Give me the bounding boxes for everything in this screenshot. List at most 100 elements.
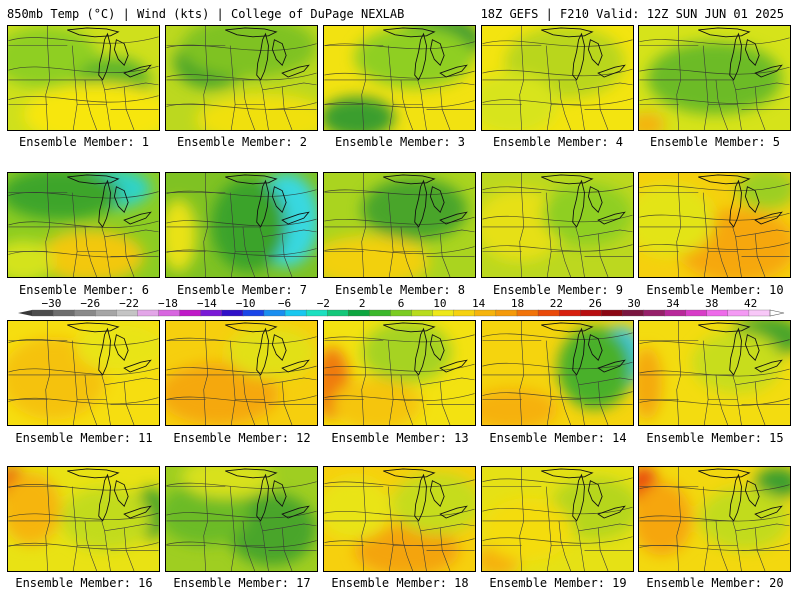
- colorbar-swatch: [158, 309, 181, 317]
- ensemble-member-label: Ensemble Member: 2: [176, 135, 308, 149]
- ensemble-member-label: Ensemble Member: 7: [176, 283, 308, 297]
- ensemble-member-16-map: [7, 466, 160, 572]
- ensemble-member-20-map: [638, 466, 791, 572]
- state-borders: [482, 321, 633, 425]
- state-borders: [324, 173, 475, 277]
- ensemble-member-label: Ensemble Member: 16: [15, 576, 153, 590]
- temperature-shading: [639, 321, 790, 420]
- great-lakes: [67, 322, 152, 376]
- colorbar-swatch: [179, 309, 202, 317]
- great-lakes: [225, 27, 310, 81]
- great-lakes: [698, 468, 783, 522]
- colorbar-swatch: [52, 309, 75, 317]
- ensemble-member-label: Ensemble Member: 14: [489, 431, 627, 445]
- temperature-shading: [166, 326, 317, 425]
- colorbar-swatch: [537, 309, 560, 317]
- colorbar-tick-label: −30: [41, 297, 61, 310]
- colorbar-tick-label: 6: [398, 297, 405, 310]
- colorbar-swatch: [137, 309, 160, 317]
- colorbar-swatch: [601, 309, 624, 317]
- ensemble-member-11-map: [7, 320, 160, 426]
- colorbar-tick-label: −10: [236, 297, 256, 310]
- ensemble-member-10-map: [638, 172, 791, 278]
- colorbar-swatch: [221, 309, 244, 317]
- ensemble-member-label: Ensemble Member: 13: [331, 431, 469, 445]
- height-contours: [482, 39, 633, 106]
- colorbar-tick-label: 22: [550, 297, 563, 310]
- colorbar-tick-label: 14: [472, 297, 486, 310]
- model-valid-time: 18Z GEFS | F210 Valid: 12Z SUN JUN 01 20…: [480, 7, 784, 21]
- great-lakes: [541, 322, 626, 376]
- state-borders: [8, 467, 159, 571]
- state-borders: [482, 26, 633, 130]
- great-lakes: [67, 27, 152, 81]
- colorbar-swatch: [580, 309, 602, 317]
- ensemble-member-label: Ensemble Member: 17: [173, 576, 311, 590]
- state-borders: [166, 26, 317, 130]
- colorbar-tick-label: 18: [511, 297, 524, 310]
- great-lakes: [383, 468, 468, 522]
- ensemble-member-1-map: [7, 25, 160, 131]
- temperature-shading: [639, 467, 790, 556]
- colorbar-swatch: [327, 309, 349, 317]
- colorbar-swatch: [31, 309, 54, 317]
- colorbar-tick-label: 38: [705, 297, 718, 310]
- colorbar-tick-label: −2: [317, 297, 330, 310]
- height-contours: [639, 37, 790, 104]
- ensemble-member-19-map: [481, 466, 634, 572]
- great-lakes: [225, 174, 310, 228]
- ensemble-member-8-map: [323, 172, 476, 278]
- colorbar-swatch: [242, 309, 265, 317]
- height-contours: [324, 334, 475, 402]
- colorbar-tick-label: −18: [158, 297, 178, 310]
- ensemble-member-label: Ensemble Member: 4: [492, 135, 624, 149]
- colorbar-swatch: [643, 309, 666, 317]
- colorbar-swatch: [558, 309, 581, 317]
- temperature-shading: [324, 472, 475, 571]
- great-lakes: [67, 174, 152, 228]
- ensemble-member-12-map: [165, 320, 318, 426]
- state-borders: [482, 173, 633, 277]
- ensemble-member-9-map: [481, 172, 634, 278]
- ensemble-member-6-map: [7, 172, 160, 278]
- ensemble-member-label: Ensemble Member: 12: [173, 431, 311, 445]
- ensemble-member-label: Ensemble Member: 5: [649, 135, 781, 149]
- colorbar-tick-label: −22: [119, 297, 139, 310]
- colorbar-tick-label: −26: [80, 297, 100, 310]
- ensemble-member-label: Ensemble Member: 18: [331, 576, 469, 590]
- colorbar-swatch: [411, 309, 434, 317]
- colorbar-swatch: [390, 309, 413, 317]
- height-contours: [482, 477, 633, 544]
- ensemble-member-15-map: [638, 320, 791, 426]
- colorbar-swatch: [369, 309, 392, 317]
- great-lakes: [698, 27, 783, 81]
- great-lakes: [225, 468, 310, 522]
- temperature-shading: [8, 321, 159, 420]
- ensemble-member-label: Ensemble Member: 3: [334, 135, 466, 149]
- ensemble-member-label: Ensemble Member: 9: [492, 283, 624, 297]
- temperature-colorbar: −30 −26 −22 −18 −14 −10 −6 −2 2 6 10 14 18 22 26 30 34 38…: [18, 297, 785, 317]
- colorbar-swatch: [432, 309, 455, 317]
- map-title: 850mb Temp (°C) | Wind (kts) | College o…: [7, 7, 405, 21]
- state-borders: [8, 321, 159, 425]
- colorbar-min-arrow: [18, 310, 32, 316]
- colorbar-max-arrow: [769, 309, 785, 317]
- ensemble-member-label: Ensemble Member: 11: [15, 431, 153, 445]
- great-lakes: [698, 174, 783, 228]
- colorbar-swatch: [305, 309, 328, 317]
- great-lakes: [541, 468, 626, 522]
- colorbar-tick-label: −14: [197, 297, 217, 310]
- temperature-shading: [324, 321, 453, 425]
- colorbar-swatch: [74, 309, 96, 317]
- state-borders: [639, 26, 790, 130]
- temperature-shading: [639, 41, 783, 130]
- colorbar-swatch: [116, 309, 139, 317]
- colorbar-tick-label: −6: [278, 297, 291, 310]
- state-borders: [8, 173, 159, 277]
- state-borders: [639, 467, 790, 571]
- colorbar-tick-label: 10: [433, 297, 446, 310]
- ensemble-member-label: Ensemble Member: 19: [489, 576, 627, 590]
- state-borders: [166, 467, 317, 571]
- colorbar-swatch: [495, 309, 518, 317]
- state-borders: [324, 467, 475, 571]
